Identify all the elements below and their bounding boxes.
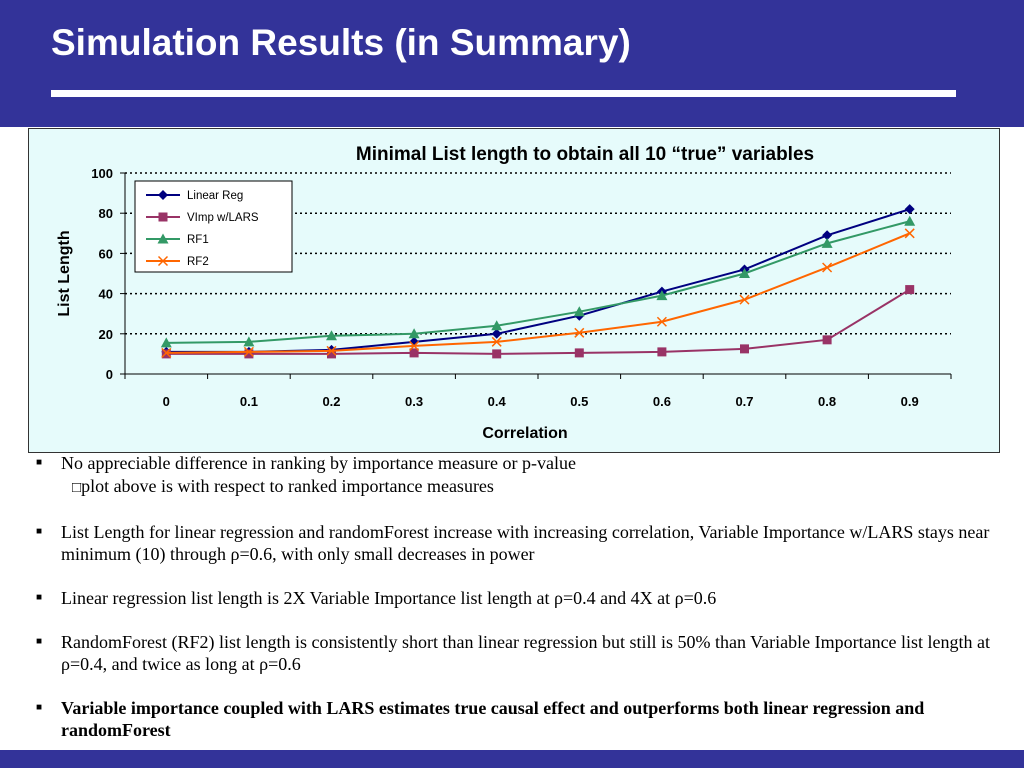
- bullet-item: ■ RandomForest (RF2) list length is cons…: [36, 631, 996, 675]
- bullet-text: Linear regression list length is 2X Vari…: [61, 588, 717, 608]
- sub-bullet-text: plot above is with respect to ranked imp…: [81, 476, 494, 496]
- series-line-vimp-w-lars: [166, 288, 911, 355]
- data-point-rf2: [822, 262, 833, 273]
- bullet-marker: ■: [36, 702, 43, 713]
- y-axis-title: List Length: [56, 230, 73, 316]
- data-point-linear-reg: [822, 230, 833, 241]
- slide-title: Simulation Results (in Summary): [51, 22, 631, 63]
- chart-area: Minimal List length to obtain all 10 “tr…: [28, 128, 1000, 453]
- y-tick-label: 20: [99, 327, 113, 342]
- y-tick-label: 0: [106, 367, 113, 382]
- bullet-item: ■ List Length for linear regression and …: [36, 521, 996, 565]
- x-tick-label: 0.6: [653, 394, 671, 409]
- data-point-rf1: [904, 215, 916, 226]
- data-point-rf2: [161, 347, 172, 358]
- data-point-rf1: [491, 320, 503, 331]
- data-point-rf1: [243, 336, 255, 347]
- sub-bullet-marker: □: [72, 480, 82, 496]
- data-point-rf2: [326, 345, 337, 356]
- data-point-rf1: [573, 306, 585, 317]
- y-tick-label: 60: [99, 246, 113, 261]
- data-point-rf2: [491, 336, 502, 347]
- x-tick-label: 0: [163, 394, 170, 409]
- data-point-rf1: [739, 268, 750, 278]
- x-tick-label: 0.8: [818, 394, 836, 409]
- data-point-vimp-w-lars: [574, 348, 584, 358]
- data-point-vimp-w-lars: [740, 344, 749, 354]
- x-tick-label: 0.3: [405, 394, 423, 409]
- data-point-rf1: [656, 290, 668, 301]
- legend-marker-rf1: [157, 233, 169, 244]
- series-line-rf2: [166, 232, 911, 354]
- series-line-rf1: [166, 220, 910, 344]
- bullet-text: RandomForest (RF2) list length is consis…: [61, 632, 991, 674]
- x-tick-label: 0.4: [488, 394, 507, 409]
- bullet-text: Variable importance coupled with LARS es…: [61, 698, 925, 740]
- bullet-marker: ■: [36, 636, 43, 647]
- y-tick-label: 80: [99, 206, 113, 221]
- data-point-rf2: [574, 327, 585, 338]
- y-tick-label: 40: [99, 287, 113, 302]
- title-underline: [51, 90, 956, 97]
- x-tick-label: 0.5: [570, 394, 588, 409]
- data-point-vimp-w-lars: [327, 349, 336, 359]
- x-tick-label: 0.9: [901, 394, 919, 409]
- x-tick-label: 0.2: [322, 394, 340, 409]
- data-point-rf2: [243, 346, 254, 357]
- data-point-rf1: [821, 237, 833, 248]
- bullet-text: No appreciable difference in ranking by …: [61, 453, 576, 473]
- bullet-item-conclusion: ■ Variable importance coupled with LARS …: [36, 697, 996, 741]
- legend-label-vimp-w-lars: VImp w/LARS: [187, 212, 259, 224]
- data-point-rf2: [409, 340, 420, 351]
- data-point-vimp-w-lars: [657, 347, 667, 357]
- footer-bar: [0, 750, 1024, 768]
- data-point-vimp-w-lars: [492, 349, 502, 359]
- data-point-vimp-w-lars: [409, 348, 419, 358]
- legend-marker-linear-reg: [158, 190, 168, 200]
- x-tick-label: 0.7: [735, 394, 753, 409]
- bullet-text: List Length for linear regression and ra…: [61, 522, 990, 564]
- data-point-vimp-w-lars: [822, 335, 832, 345]
- title-banner: Simulation Results (in Summary): [0, 0, 1024, 127]
- data-point-rf2: [739, 294, 750, 305]
- data-point-linear-reg: [904, 204, 915, 215]
- legend-marker-vimp-w-lars: [158, 212, 168, 222]
- bullet-item: ■ Linear regression list length is 2X Va…: [36, 587, 996, 609]
- bullet-list: ■ No appreciable difference in ranking b…: [36, 452, 996, 741]
- bullet-marker: ■: [36, 592, 43, 603]
- data-point-rf2: [904, 228, 915, 239]
- legend-label-rf2: RF2: [187, 256, 209, 268]
- chart-title: Minimal List length to obtain all 10 “tr…: [356, 144, 814, 165]
- bullet-item: ■ No appreciable difference in ranking b…: [36, 452, 996, 474]
- x-axis-title: Correlation: [482, 425, 567, 442]
- data-point-linear-reg: [491, 328, 502, 339]
- legend-label-linear-reg: Linear Reg: [187, 190, 243, 202]
- sub-bullet-item: □plot above is with respect to ranked im…: [36, 475, 996, 499]
- data-point-rf1: [160, 337, 172, 348]
- data-point-vimp-w-lars: [905, 285, 915, 295]
- x-tick-label: 0.1: [240, 394, 258, 409]
- data-point-rf2: [656, 316, 667, 327]
- bullet-marker: ■: [36, 526, 43, 537]
- y-tick-label: 100: [91, 166, 113, 181]
- legend-label-rf1: RF1: [187, 234, 209, 246]
- line-chart: Minimal List length to obtain all 10 “tr…: [56, 144, 952, 442]
- legend-marker-rf2: [157, 255, 169, 267]
- bullet-marker: ■: [36, 457, 43, 468]
- data-point-rf1: [326, 330, 337, 341]
- data-point-vimp-w-lars: [244, 349, 254, 359]
- data-point-rf1: [408, 328, 420, 339]
